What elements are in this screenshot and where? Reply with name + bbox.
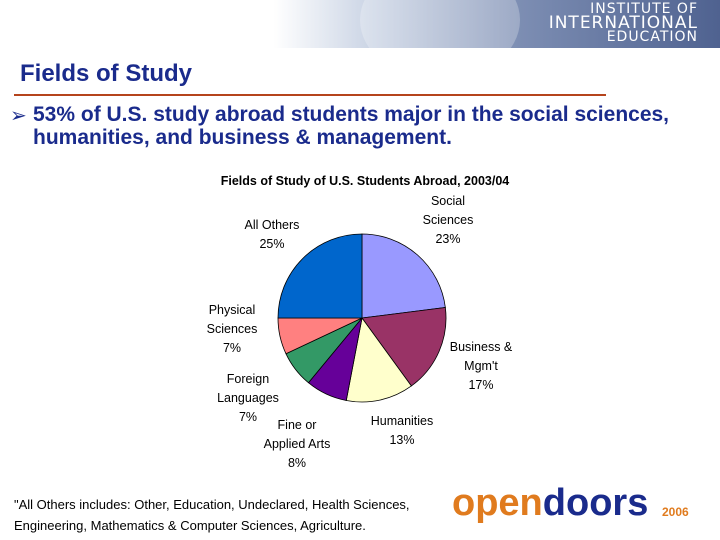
page-title: Fields of Study — [20, 60, 193, 87]
pie-slice — [345, 317, 412, 403]
logo-doors: doors — [542, 482, 649, 524]
footnote-line-2: Engineering, Mathematics & Computer Scie… — [14, 518, 366, 533]
logo-line-3: EDUCATION — [606, 29, 698, 45]
bullet-text: 53% of U.S. study abroad students major … — [33, 103, 670, 149]
pie-chart: Fields of Study of U.S. Students Abroad,… — [207, 174, 513, 470]
slice-label: Physical Sciences 7% — [207, 303, 258, 355]
logo-open: open — [452, 482, 543, 524]
slice-label: Humanities 13% — [371, 414, 434, 447]
logo-line-1: INSTITUTE OF — [590, 1, 698, 17]
chart-title: Fields of Study of U.S. Students Abroad,… — [221, 174, 510, 188]
logo-line-2: INTERNATIONAL — [548, 13, 698, 33]
slice-label: All Others 25% — [245, 218, 300, 251]
footnote-line-1: "All Others includes: Other, Education, … — [14, 497, 410, 512]
opendoors-year: 2006 — [662, 505, 689, 519]
header-bar: INSTITUTE OF INTERNATIONAL EDUCATION — [0, 0, 720, 80]
slice-label: Fine or Applied Arts 8% — [264, 418, 331, 470]
pie-slice — [361, 233, 446, 319]
slice-label: Business & Mgm't 17% — [450, 340, 513, 392]
arrow-bullet-icon: ➢ — [10, 103, 27, 127]
slice-label: Foreign Languages 7% — [217, 372, 279, 424]
opendoors-logo: opendoors — [452, 482, 648, 525]
slice-label: Social Sciences 23% — [423, 194, 474, 246]
institute-logo: INSTITUTE OF INTERNATIONAL EDUCATION — [528, 2, 698, 44]
title-divider — [14, 94, 606, 96]
pie-slice — [361, 307, 447, 387]
globe-graphic — [360, 0, 520, 80]
pie-slice — [277, 233, 363, 319]
footnote: "All Others includes: Other, Education, … — [14, 494, 434, 536]
